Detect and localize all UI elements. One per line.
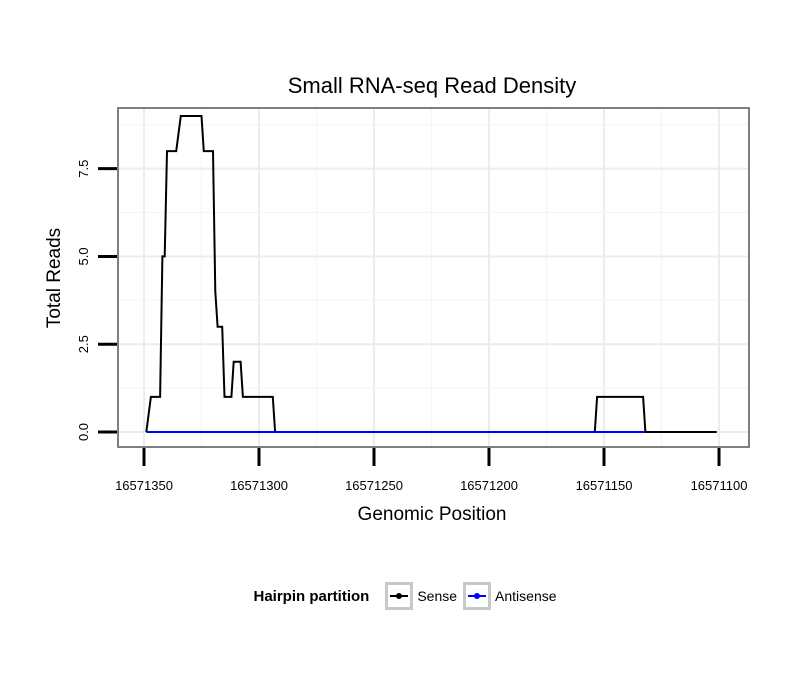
x-tick-label: 16571150 xyxy=(576,478,633,493)
x-axis: 16571350 16571300 16571250 16571200 16571150… xyxy=(115,448,747,493)
x-axis-label: Genomic Position xyxy=(358,504,507,525)
y-axis-label: Total Reads xyxy=(44,228,65,328)
y-tick-label: 2.5 xyxy=(76,335,91,353)
y-tick-label: 7.5 xyxy=(76,160,91,178)
y-tick-label: 0.0 xyxy=(76,423,91,441)
chart-svg: Small RNA-seq Read Density 16571350 16571… xyxy=(44,73,750,525)
legend-label-sense: Sense xyxy=(417,588,458,604)
x-tick-label: 16571350 xyxy=(115,478,173,493)
y-axis: 0.0 2.5 5.0 7.5 xyxy=(76,160,117,441)
legend-key-antisense xyxy=(463,582,492,610)
legend: Hairpin partition Sense Antisense xyxy=(0,576,810,616)
y-tick-label: 5.0 xyxy=(76,247,91,265)
x-tick-label: 16571200 xyxy=(460,478,518,493)
x-tick-label: 16571300 xyxy=(230,478,288,493)
plot-background xyxy=(118,108,749,447)
x-tick-label: 16571250 xyxy=(345,478,403,493)
legend-item-antisense: Antisense xyxy=(463,582,557,610)
plot-border xyxy=(117,107,750,448)
legend-label-antisense: Antisense xyxy=(495,588,557,604)
legend-item-sense: Sense xyxy=(385,582,457,610)
legend-title: Hairpin partition xyxy=(253,587,370,605)
chart-title: Small RNA-seq Read Density xyxy=(288,73,577,98)
x-tick-label: 16571100 xyxy=(691,478,748,493)
series-layer xyxy=(145,115,717,433)
legend-key-sense xyxy=(385,582,414,610)
